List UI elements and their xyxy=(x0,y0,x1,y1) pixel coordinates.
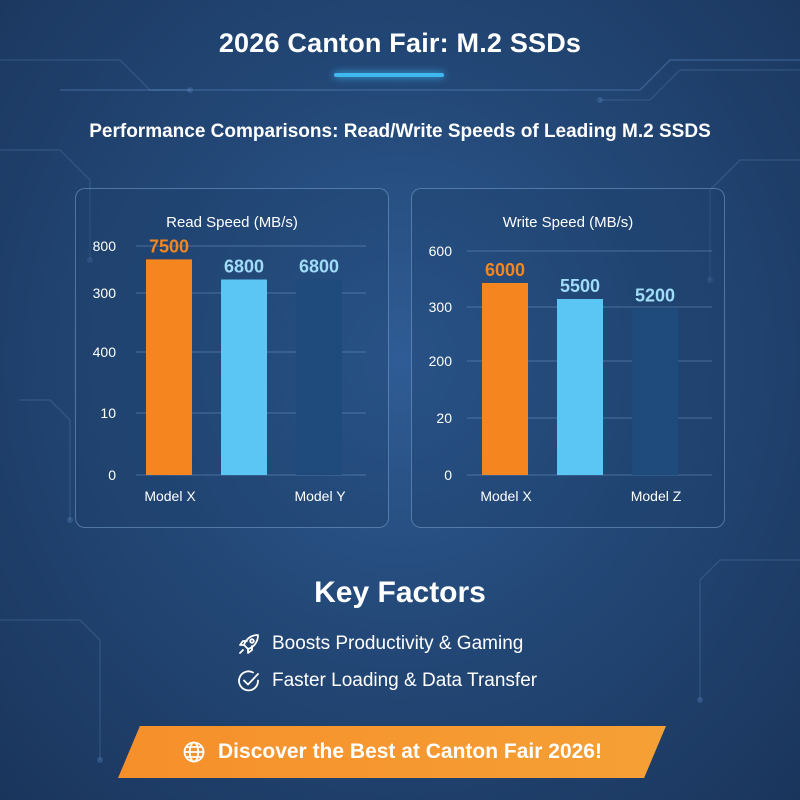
x-category-label: Model Y xyxy=(294,488,346,504)
page-title: 2026 Canton Fair: M.2 SSDs xyxy=(218,28,582,58)
y-tick-label: 400 xyxy=(93,344,117,360)
factor-text: Faster Loading & Data Transfer xyxy=(272,670,538,691)
y-tick-label: 0 xyxy=(444,467,452,483)
y-tick-label: 20 xyxy=(436,410,452,426)
bar-value-label: 5500 xyxy=(560,276,600,296)
bar xyxy=(146,259,192,475)
y-tick-label: 600 xyxy=(429,243,453,259)
x-category-label: Model X xyxy=(480,488,532,504)
bar xyxy=(482,283,528,475)
bar xyxy=(632,308,678,475)
y-tick-label: 10 xyxy=(100,405,116,421)
read-speed-panel: Read Speed (MB/s) 0 10 400 300 800 7500 6800 680… xyxy=(75,188,389,528)
x-category-label: Model X xyxy=(144,488,196,504)
write-speed-chart: Write Speed (MB/s) 0 20 200 300 600 6000 5500 52… xyxy=(429,214,712,504)
y-tick-label: 0 xyxy=(108,467,116,483)
factor-item-productivity: Boosts Productivity & Gaming xyxy=(236,629,523,659)
bar-value-label: 5200 xyxy=(635,286,675,306)
title-underline xyxy=(334,73,444,77)
y-tick-label: 200 xyxy=(429,353,453,369)
y-tick-label: 300 xyxy=(93,285,117,301)
bar-value-label: 6800 xyxy=(224,257,264,277)
rocket-icon xyxy=(239,634,259,654)
cta-banner[interactable]: Discover the Best at Canton Fair 2026! xyxy=(118,726,666,778)
y-tick-label: 300 xyxy=(429,299,453,315)
globe-icon xyxy=(183,741,205,763)
bar-value-label: 6800 xyxy=(299,257,339,277)
chart-title: Read Speed (MB/s) xyxy=(166,214,298,231)
factor-text: Boosts Productivity & Gaming xyxy=(272,633,524,654)
bar-value-label: 6000 xyxy=(485,260,525,280)
chart-title: Write Speed (MB/s) xyxy=(503,214,634,231)
x-category-label: Model Z xyxy=(631,488,682,504)
cta-text: Discover the Best at Canton Fair 2026! xyxy=(218,740,602,763)
key-factors-title: Key Factors xyxy=(314,576,486,609)
check-circle-icon xyxy=(238,670,259,692)
y-tick-label: 800 xyxy=(93,238,117,254)
factor-item-loading: Faster Loading & Data Transfer xyxy=(236,666,537,696)
write-speed-panel: Write Speed (MB/s) 0 20 200 300 600 6000 5500 52… xyxy=(411,188,725,528)
bar xyxy=(221,279,267,475)
bar xyxy=(296,279,342,475)
bar xyxy=(557,299,603,475)
read-speed-chart: Read Speed (MB/s) 0 10 400 300 800 7500 6800 680… xyxy=(93,214,366,504)
bar-value-label: 7500 xyxy=(149,236,189,256)
page-subtitle: Performance Comparisons: Read/Write Spee… xyxy=(89,121,711,142)
